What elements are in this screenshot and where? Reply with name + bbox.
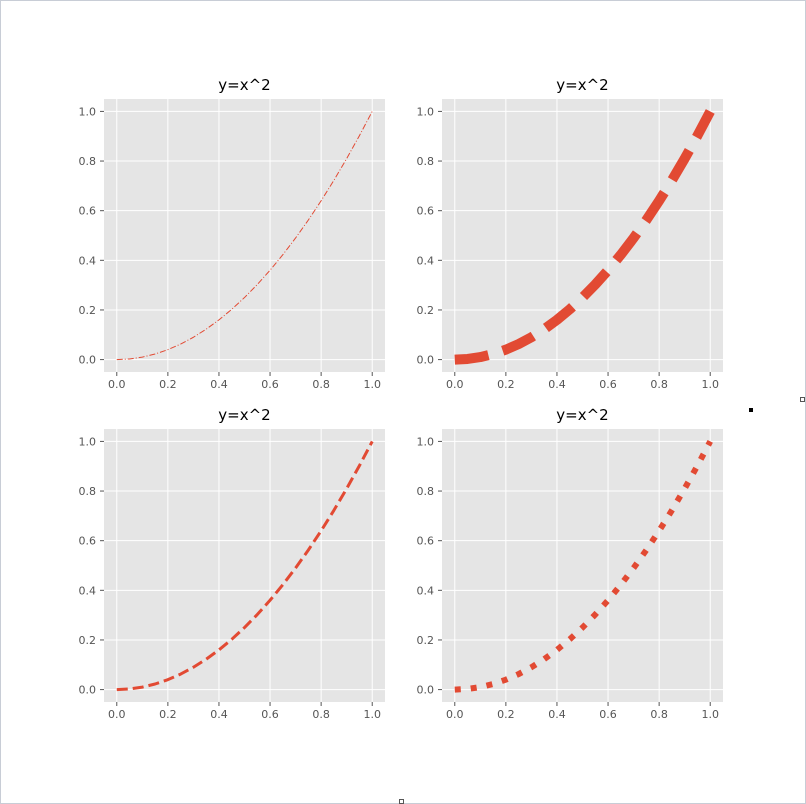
x-tick-label: 1.0 — [701, 378, 719, 391]
series-line — [454, 440, 713, 693]
plot-area — [104, 99, 385, 372]
x-tick-label: 0.4 — [210, 708, 228, 721]
y-tick-label: 0.0 — [417, 354, 435, 367]
x-tick-label: 0.0 — [108, 378, 126, 391]
y-tick-label: 0.0 — [79, 354, 97, 367]
x-tick-label: 0.6 — [261, 708, 279, 721]
subplot-title: y=x^2 — [556, 406, 608, 424]
x-tick-label: 1.0 — [363, 378, 381, 391]
x-tick-label: 0.0 — [446, 708, 464, 721]
y-tick-label: 0.0 — [417, 684, 435, 697]
x-tick-label: 1.0 — [701, 708, 719, 721]
mouse-pointer-icon — [749, 408, 753, 412]
y-tick-label: 0.6 — [417, 535, 435, 548]
series-line — [116, 111, 373, 361]
subplot-title: y=x^2 — [218, 76, 270, 94]
x-tick-label: 0.8 — [650, 378, 668, 391]
x-tick-label: 0.4 — [548, 708, 566, 721]
subplot-3: 0.0 0.2 0.4 0.6 0.8 1.0 0.0 0.2 0.4 0.6 0.8 1.0 y=x^… — [79, 406, 385, 721]
x-tick-label: 0.8 — [650, 708, 668, 721]
y-tick-label: 0.2 — [79, 304, 97, 317]
y-tick-label: 0.4 — [79, 584, 97, 597]
subplot-title: y=x^2 — [556, 76, 608, 94]
x-tick-label: 0.6 — [599, 708, 617, 721]
x-tick-label: 0.6 — [261, 378, 279, 391]
subplot-title: y=x^2 — [218, 406, 270, 424]
x-tick-label: 0.8 — [312, 378, 330, 391]
y-tick-label: 0.4 — [417, 584, 435, 597]
y-tick-label: 0.8 — [79, 485, 97, 498]
y-tick-label: 0.8 — [417, 485, 435, 498]
y-tick-label: 0.6 — [417, 205, 435, 218]
x-tick-label: 0.0 — [108, 708, 126, 721]
x-tick-label: 0.6 — [599, 378, 617, 391]
y-tick-label: 0.8 — [417, 155, 435, 168]
plot-area — [442, 99, 723, 372]
plot-area — [104, 429, 385, 702]
y-tick-label: 0.2 — [417, 304, 435, 317]
y-tick-label: 0.4 — [417, 254, 435, 267]
subplot-4: 0.0 0.2 0.4 0.6 0.8 1.0 0.0 0.2 0.4 0.6 0.8 1.0 y=x^… — [417, 406, 723, 721]
y-tick-label: 1.0 — [417, 105, 435, 118]
x-tick-label: 1.0 — [363, 708, 381, 721]
x-tick-label: 0.2 — [159, 708, 177, 721]
subplot-2: 0.0 0.2 0.4 0.6 0.8 1.0 0.0 0.2 0.4 0.6 0.8 1.0 y=x^… — [417, 76, 723, 391]
plot-area — [442, 429, 723, 702]
resize-handle-right[interactable] — [800, 397, 805, 402]
x-tick-label: 0.2 — [497, 708, 515, 721]
y-tick-label: 1.0 — [417, 435, 435, 448]
y-tick-label: 0.0 — [79, 684, 97, 697]
series-line — [116, 440, 374, 692]
resize-handle-bottom[interactable] — [399, 799, 404, 804]
x-tick-label: 0.4 — [210, 378, 228, 391]
y-tick-label: 0.6 — [79, 205, 97, 218]
y-tick-label: 1.0 — [79, 105, 97, 118]
y-tick-label: 0.4 — [79, 254, 97, 267]
subplot-1: 0.0 0.2 0.4 0.6 0.8 1.0 0.0 0.2 0.4 0.6 0.8 1.0 y=x^… — [79, 76, 385, 391]
x-tick-label: 0.0 — [446, 378, 464, 391]
y-tick-label: 0.2 — [79, 634, 97, 647]
x-tick-label: 0.2 — [159, 378, 177, 391]
y-tick-label: 0.8 — [79, 155, 97, 168]
y-tick-label: 0.6 — [79, 535, 97, 548]
y-tick-label: 0.2 — [417, 634, 435, 647]
y-tick-label: 1.0 — [79, 435, 97, 448]
x-tick-label: 0.4 — [548, 378, 566, 391]
x-tick-label: 0.2 — [497, 378, 515, 391]
x-tick-label: 0.8 — [312, 708, 330, 721]
